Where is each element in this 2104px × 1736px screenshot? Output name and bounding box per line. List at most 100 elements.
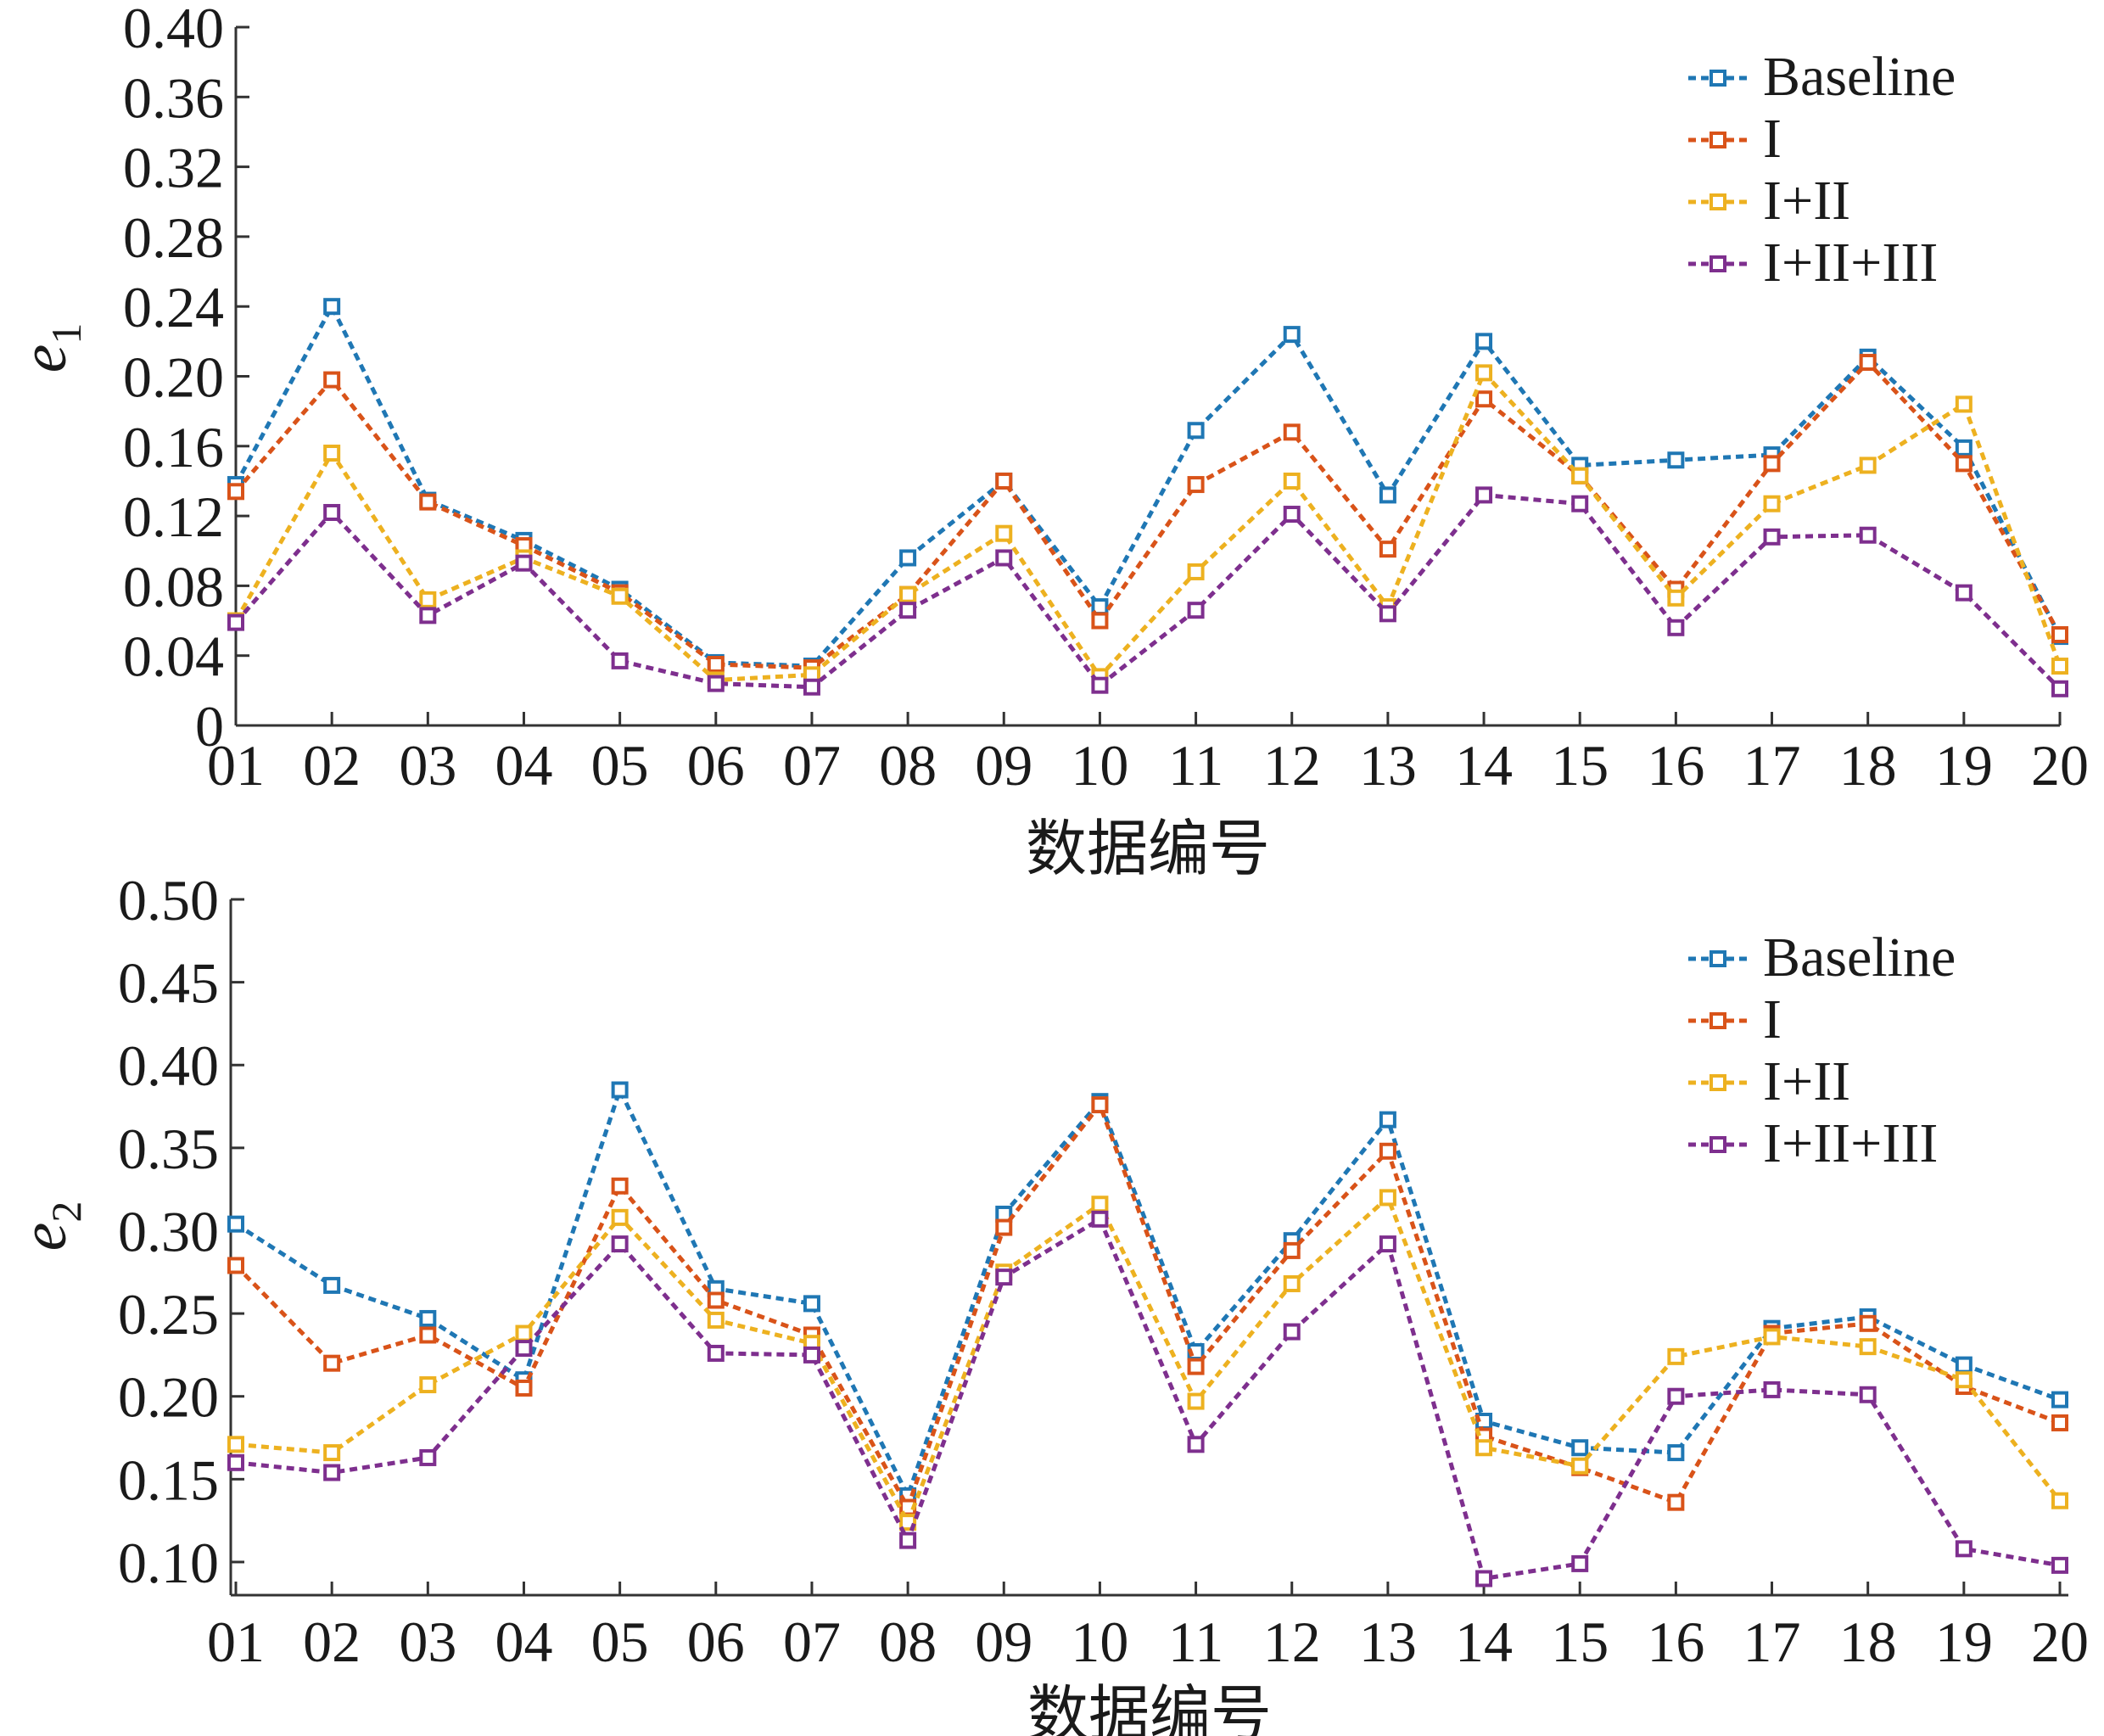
data-point — [1955, 439, 1972, 456]
y-tick-label: 0.30 — [118, 1199, 219, 1263]
data-point — [2051, 1492, 2068, 1509]
x-tick-label: 02 — [303, 733, 361, 798]
y-tick-label: 0.04 — [123, 624, 224, 689]
x-tick-label: 05 — [591, 733, 649, 798]
data-point — [995, 549, 1013, 567]
legend-label: I+II — [1763, 170, 1850, 232]
data-point — [1955, 455, 1972, 473]
data-point — [1571, 1554, 1589, 1572]
data-point — [1091, 1196, 1109, 1213]
y-tick-label: 0.32 — [123, 136, 224, 200]
data-point — [2051, 1391, 2068, 1408]
x-tick-label: 01 — [207, 733, 265, 798]
x-tick-label: 19 — [1935, 1610, 1993, 1674]
data-point — [1379, 486, 1396, 504]
data-point — [419, 591, 437, 608]
data-point — [611, 1177, 629, 1195]
data-point — [995, 1268, 1013, 1286]
data-point — [707, 675, 725, 692]
data-point — [1283, 1274, 1301, 1292]
y-tick-label: 0.08 — [123, 554, 224, 619]
data-point — [1283, 506, 1301, 524]
x-tick-label: 09 — [975, 733, 1032, 798]
data-point — [611, 1235, 629, 1253]
data-point — [323, 1444, 341, 1462]
data-point — [1187, 1392, 1205, 1410]
data-point — [1955, 1540, 1972, 1558]
data-point — [515, 1379, 533, 1397]
x-tick-label: 08 — [879, 733, 937, 798]
x-tick-label: 03 — [399, 1610, 456, 1674]
x-axis-title: 数据编号 — [1026, 815, 1270, 883]
series-line — [233, 368, 2062, 683]
legend-label: I — [1763, 988, 1782, 1050]
data-point — [1859, 456, 1877, 474]
data-point — [1667, 1493, 1685, 1511]
data-point — [323, 1464, 341, 1481]
data-point — [227, 483, 244, 501]
data-point — [1187, 1436, 1205, 1453]
data-point — [227, 1257, 244, 1274]
x-tick-label: 01 — [207, 1610, 265, 1674]
data-point — [1667, 1387, 1685, 1405]
data-point — [899, 585, 917, 603]
data-point — [515, 1340, 533, 1358]
legend-item: I+II+III — [1688, 232, 1938, 294]
x-tick-label: 06 — [687, 733, 745, 798]
legend-label: I+II — [1763, 1050, 1850, 1112]
data-point — [611, 1081, 629, 1099]
y-tick-label: 0.12 — [123, 484, 224, 549]
data-point — [611, 587, 629, 605]
x-tick-label: 15 — [1551, 733, 1609, 798]
data-point — [1859, 354, 1877, 372]
x-tick-label: 07 — [783, 1610, 841, 1674]
legend-item: Baseline — [1688, 927, 1956, 988]
data-point — [1667, 619, 1685, 636]
data-point — [1187, 422, 1205, 440]
data-point — [899, 549, 917, 567]
legend-label: Baseline — [1763, 46, 1956, 108]
data-point — [419, 607, 437, 624]
data-point — [1859, 1338, 1877, 1356]
data-point — [227, 1453, 244, 1471]
data-point — [995, 472, 1013, 490]
data-point — [1283, 1323, 1301, 1341]
legend-label: I+II+III — [1763, 232, 1938, 294]
y-tick-label: 0.40 — [118, 1033, 219, 1098]
data-point — [1283, 326, 1301, 344]
data-point — [1475, 486, 1493, 504]
x-tick-label: 10 — [1071, 1610, 1128, 1674]
x-tick-label: 12 — [1263, 733, 1321, 798]
x-tick-label: 17 — [1743, 733, 1801, 798]
data-point — [707, 1291, 725, 1309]
y-tick-label: 0.40 — [123, 0, 224, 60]
data-point — [1571, 1439, 1589, 1457]
y-tick-label: 0.28 — [123, 205, 224, 270]
data-point — [419, 493, 437, 511]
series-line — [234, 359, 2062, 670]
series-I — [227, 1096, 2068, 1516]
data-point — [611, 652, 629, 669]
legend-swatch-marker — [1710, 1012, 1726, 1029]
data-point — [515, 1324, 533, 1342]
data-point — [1763, 1328, 1781, 1346]
series-I+II — [227, 364, 2068, 689]
legend-swatch-marker — [1710, 193, 1726, 210]
data-point — [1955, 584, 1972, 602]
data-point — [1187, 1358, 1205, 1375]
x-tick-label: 17 — [1743, 1610, 1801, 1674]
legend-label: Baseline — [1763, 927, 1956, 988]
data-point — [1571, 495, 1589, 512]
data-point — [1667, 1444, 1685, 1462]
data-point — [1091, 676, 1109, 694]
x-tick-label: 11 — [1168, 733, 1223, 798]
data-point — [227, 613, 244, 631]
data-point — [707, 1311, 725, 1329]
x-tick-label: 18 — [1839, 733, 1897, 798]
data-point — [227, 1215, 244, 1233]
series-I+II — [227, 1189, 2068, 1532]
